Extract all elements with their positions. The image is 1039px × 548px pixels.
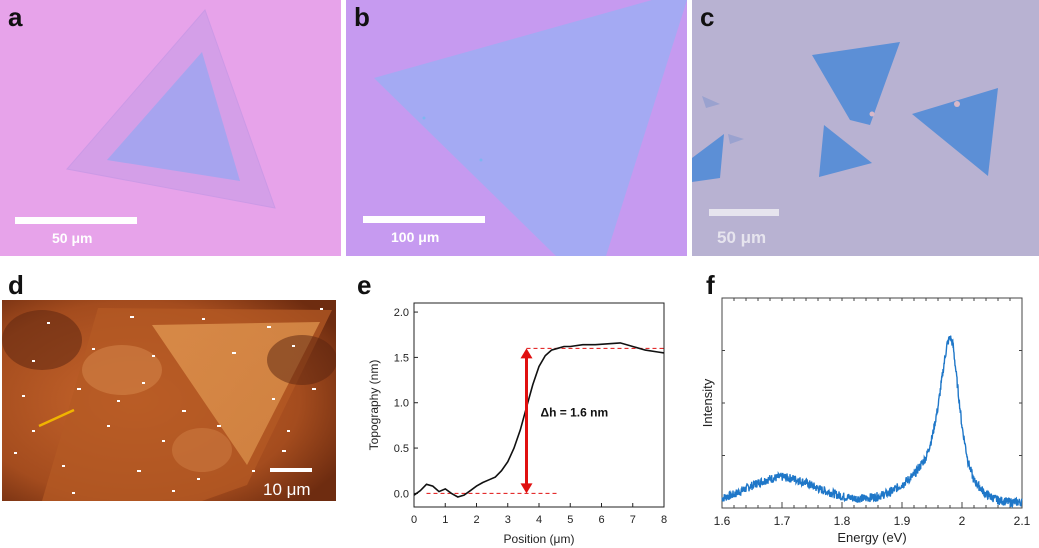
chart-e-ytick-label: 1.5: [394, 352, 409, 364]
chart-f-series-line: [721, 335, 1023, 509]
panel-d: 10 μm: [2, 300, 336, 501]
scalebar-a: [15, 217, 137, 224]
flake-inner-a: [107, 52, 240, 181]
chart-e-xtick-label: 1: [442, 514, 448, 526]
panel-label-b: b: [354, 2, 370, 32]
chart-e-xtick-label: 3: [505, 514, 511, 526]
chart-e-xtick-label: 4: [536, 514, 542, 526]
panel-label-d: d: [8, 270, 24, 300]
chart-e-ytick-label: 1.0: [394, 398, 409, 410]
scalebar-b: [363, 216, 485, 223]
chart-f: 1.6 1.7 1.8 1.9 2 2.1 Energy (eV) Intensity: [700, 297, 1031, 545]
chart-e-xlabel: Position (μm): [504, 532, 575, 546]
chart-e: 0 1 2 3 4 5 6 7 8 0.0 0.5 1.0 1.5 2.0 Position (μm) Top…: [367, 302, 667, 546]
chart-e-xtick-label: 2: [473, 514, 479, 526]
chart-e-ytick-label: 0.0: [394, 488, 409, 500]
chart-e-xtick-label: 8: [661, 514, 667, 526]
panel-c: 50 μm c: [692, 0, 1039, 256]
chart-f-xtick-label: 1.6: [714, 514, 731, 528]
chart-f-xlabel: Energy (eV): [837, 530, 906, 545]
flake-b: [374, 0, 687, 256]
chart-f-ylabel: Intensity: [700, 378, 715, 427]
scalebar-text-d: 10 μm: [263, 480, 311, 499]
chart-e-xtick-label: 0: [411, 514, 417, 526]
chart-e-xtick-label: 7: [630, 514, 636, 526]
chart-e-ytick-label: 2.0: [394, 307, 409, 319]
chart-f-xtick-label: 1.8: [834, 514, 851, 528]
scalebar-text-b: 100 μm: [391, 229, 439, 245]
chart-e-frame: [413, 302, 665, 508]
panel-b: 100 μm b: [346, 0, 687, 256]
chart-e-xtick-label: 6: [598, 514, 604, 526]
afm-profile-line: [38, 408, 75, 428]
chart-f-xtick-label: 2: [959, 514, 966, 528]
chart-e-arrowhead-down: [520, 483, 533, 494]
chart-e-xtick-label: 5: [567, 514, 573, 526]
panel-a: 50 μm a: [0, 0, 341, 256]
chart-e-ylabel: Topography (nm): [367, 360, 381, 451]
micrograph-b: 100 μm: [346, 0, 687, 256]
scalebar-c: [709, 209, 779, 216]
micrograph-c: 50 μm: [692, 0, 1039, 256]
panel-label-f: f: [706, 270, 715, 300]
scalebar-text-c: 50 μm: [717, 228, 766, 247]
flake-c1: [812, 42, 900, 125]
afm-image-d: 10 μm: [2, 300, 336, 501]
flake-c4: [692, 134, 724, 182]
scalebar-text-a: 50 μm: [52, 230, 92, 246]
chart-f-xtick-label: 2.1: [1014, 514, 1031, 528]
chart-f-xtick-label: 1.9: [894, 514, 911, 528]
chart-e-ytick-label: 0.5: [394, 443, 409, 455]
flake-c3: [819, 125, 872, 177]
chart-e-annotation: Δh = 1.6 nm: [541, 405, 609, 419]
chart-f-xtick-label: 1.7: [774, 514, 791, 528]
panel-label-e: e: [357, 270, 372, 300]
panel-label-c: c: [700, 2, 715, 32]
chart-e-series-line: [413, 342, 665, 498]
flake-c2: [912, 88, 998, 176]
panel-label-a: a: [8, 2, 23, 32]
chart-f-frame: [721, 297, 1023, 509]
micrograph-a: 50 μm: [0, 0, 341, 256]
scalebar-d: [270, 468, 312, 472]
chart-e-arrowhead-up: [520, 348, 533, 359]
